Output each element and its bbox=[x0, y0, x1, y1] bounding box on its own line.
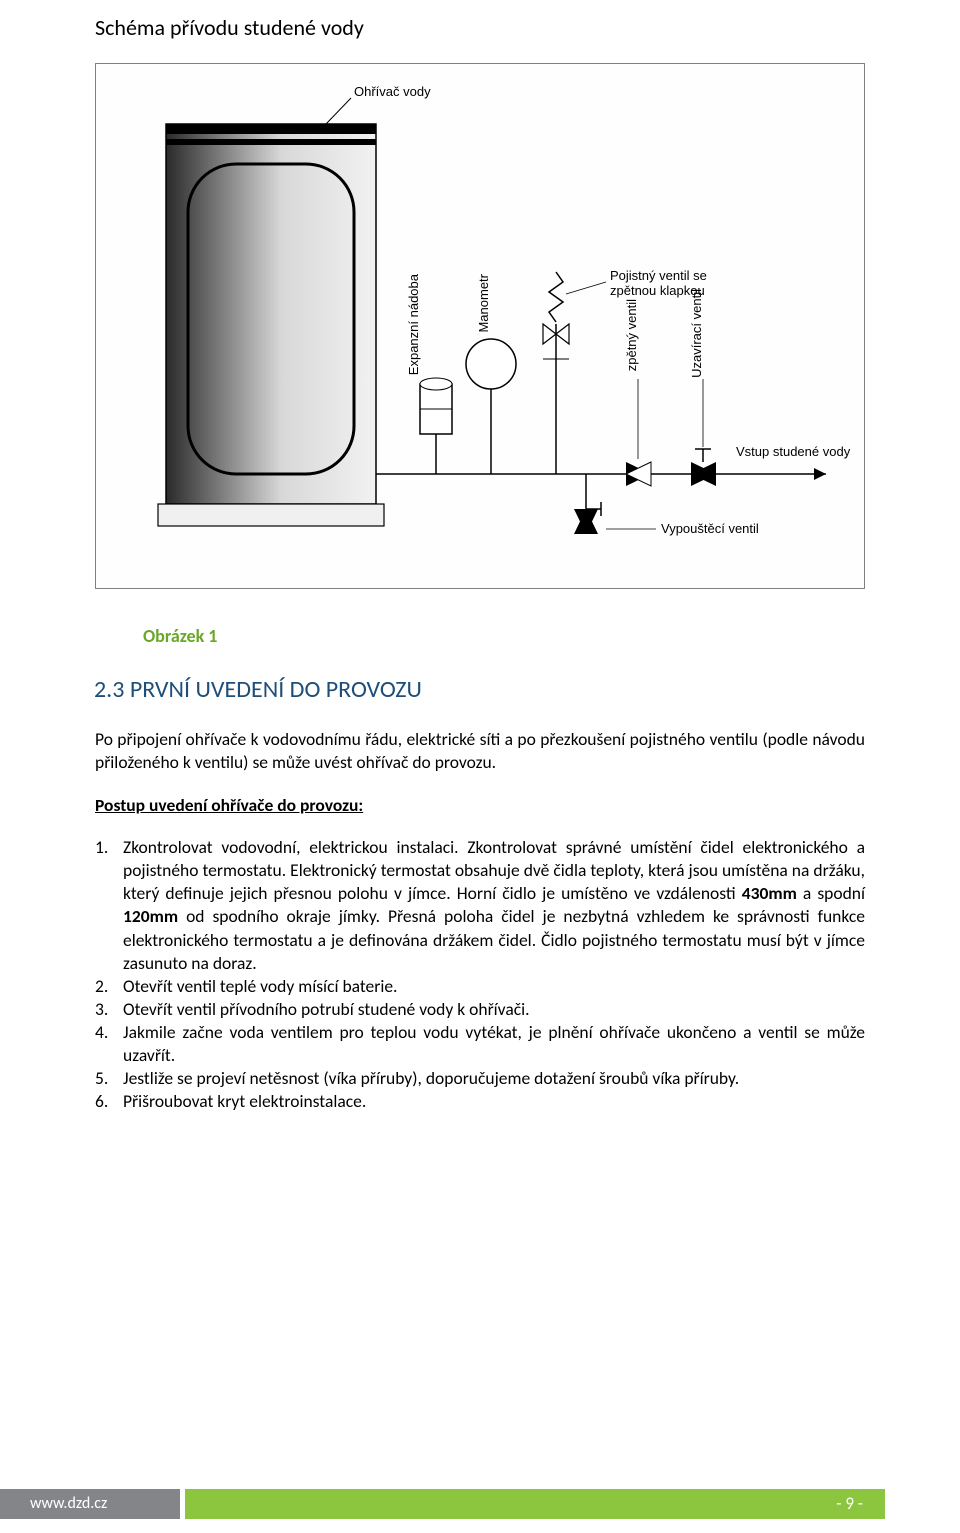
diagram-container: Ohřívač vody Expanzní nádoba Manometr Po… bbox=[95, 63, 865, 589]
list-item: Přišroubovat kryt elektroinstalace. bbox=[95, 1090, 865, 1113]
list-text: Jestliže se projeví netěsnost (víka přír… bbox=[123, 1067, 739, 1089]
list-text: Jakmile začne voda ventilem pro teplou v… bbox=[123, 1021, 865, 1066]
footer-url: www.dzd.cz bbox=[0, 1489, 180, 1519]
list-text: Otevřít ventil teplé vody mísící baterie… bbox=[123, 975, 397, 997]
list-text: od spodního okraje jímky. Přesná poloha … bbox=[123, 905, 865, 973]
list-item: Jestliže se projeví netěsnost (víka přír… bbox=[95, 1067, 865, 1090]
list-text: Otevřít ventil přívodního potrubí studen… bbox=[123, 998, 530, 1020]
figure-caption: Obrázek 1 bbox=[143, 625, 865, 647]
diagram-label-zpetny: zpětný ventil bbox=[624, 299, 639, 371]
list-item: Otevřít ventil přívodního potrubí studen… bbox=[95, 998, 865, 1021]
diagram-label-vypousteci: Vypouštěcí ventil bbox=[661, 521, 759, 536]
list-text: a spodní bbox=[797, 882, 865, 904]
procedure-list: Zkontrolovat vodovodní, elektrickou inst… bbox=[95, 836, 865, 1113]
intro-paragraph: Po připojení ohřívače k vodovodnímu řádu… bbox=[95, 728, 865, 774]
list-item: Otevřít ventil teplé vody mísící baterie… bbox=[95, 975, 865, 998]
bold-value-2: 120mm bbox=[123, 905, 178, 927]
section-heading: 2.3 PRVNÍ UVEDENÍ DO PROVOZU bbox=[94, 675, 865, 704]
list-text: Přišroubovat kryt elektroinstalace. bbox=[123, 1090, 366, 1112]
list-item: Jakmile začne voda ventilem pro teplou v… bbox=[95, 1021, 865, 1067]
bold-value-1: 430mm bbox=[742, 882, 797, 904]
diagram-label-uzaviraci: Uzavírací ventil bbox=[689, 289, 704, 378]
footer-pagenum: - 9 - bbox=[185, 1489, 885, 1519]
page-title: Schéma přívodu studené vody bbox=[95, 14, 865, 41]
page-footer: www.dzd.cz - 9 - bbox=[0, 1471, 960, 1533]
list-item: Zkontrolovat vodovodní, elektrickou inst… bbox=[95, 836, 865, 975]
diagram-label-manometr: Manometr bbox=[476, 274, 491, 333]
diagram-label-expanzni: Expanzní nádoba bbox=[406, 274, 421, 375]
procedure-subheading: Postup uvedení ohřívače do provozu: bbox=[95, 794, 865, 816]
diagram-label-vstup: Vstup studené vody bbox=[736, 444, 850, 459]
diagram-label-top: Ohřívač vody bbox=[354, 84, 431, 99]
